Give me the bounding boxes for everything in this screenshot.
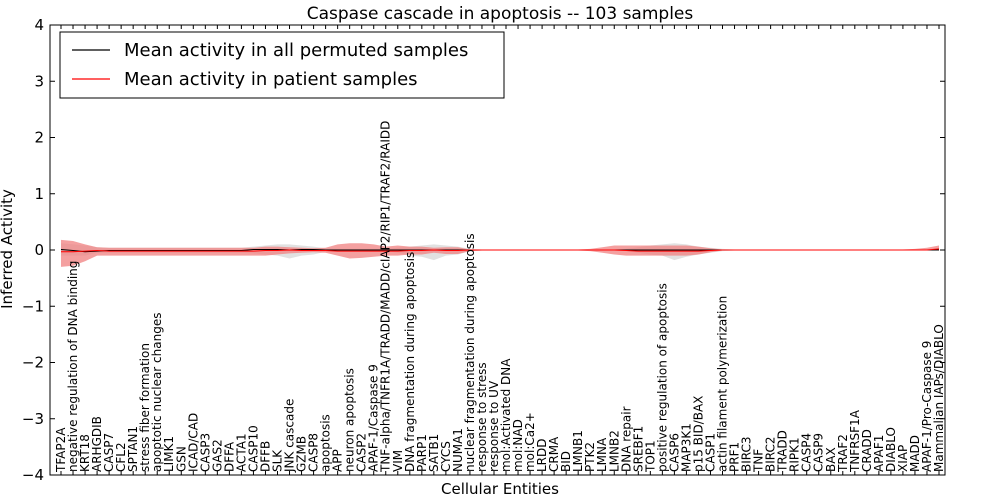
x-tick-label: GAS2 [210,439,224,472]
x-tick-label: negative regulation of DNA binding [66,261,80,472]
x-tick-label: response to stress [475,362,489,472]
x-tick-label: p15 BID/BAX [691,396,705,472]
legend-label-0: Mean activity in all permuted samples [124,40,468,61]
x-tick-label: KRT18 [78,434,92,472]
x-tick-label: GSN [174,446,188,472]
x-tick-label: LMNB1 [571,430,585,472]
x-tick-label: CASP6 [667,433,681,472]
x-tick-label: PARP1 [415,434,429,472]
x-tick-label: neuron apoptosis [343,368,357,472]
y-tick-label: −3 [22,410,44,428]
x-tick-label: nuclear fragmentation during apoptosis [463,233,477,472]
x-tick-label: APP [331,449,345,472]
x-tick-label: LMNA [595,437,609,472]
y-tick-label: −2 [22,354,44,372]
x-tick-label: CFL2 [114,442,128,472]
x-tick-label: ICAD/CAD [186,413,200,472]
x-tick-label: LMNB2 [607,430,621,472]
x-tick-label: CASP7 [102,433,116,472]
x-tick-label: SLK [270,449,284,472]
x-tick-label: XIAP [896,445,910,472]
y-tick-label: 0 [34,241,44,259]
x-tick-label: mol:NAD [511,419,525,472]
x-tick-label: DNA repair [619,406,633,472]
x-tick-label: mol:Activated DNA [499,358,513,472]
x-tick-label: JNK cascade [283,399,297,473]
x-tick-label: BAX [824,447,838,472]
x-tick-label: CASP3 [198,433,212,472]
x-tick-label: CASP9 [812,433,826,472]
x-tick-label: apoptotic nuclear changes [150,313,164,472]
x-tick-label: APAF-1/Pro-Caspase 9 [920,341,934,472]
x-tick-label: CASP4 [800,433,814,472]
x-tick-label: ARHGDIB [90,416,104,472]
x-tick-label: response to UV [487,380,501,472]
x-tick-label: LIMK1 [162,436,176,472]
x-tick-label: TNF-alpha/TNFR1A/TRADD/MADD/cIAP2/RIP1/T… [379,121,393,473]
x-tick-label: PTK2 [583,442,597,472]
x-tick-label: APAF1 [872,435,886,472]
series-1-band [61,239,939,267]
x-tick-label: SATB1 [427,434,441,472]
x-tick-label: LRDD [535,438,549,472]
x-tick-label: mol:Ca2+ [523,412,537,472]
y-tick-label: 4 [34,16,44,34]
x-tick-label: TRADD [776,430,790,473]
x-tick-label: positive regulation of apoptosis [655,283,669,472]
x-tick-label: PRF1 [728,442,742,472]
x-tick-label: APAF-1/Caspase 9 [367,364,381,472]
y-axis-label: Inferred Activity [0,189,16,309]
y-tick-label: 1 [34,185,44,203]
x-tick-label: GZMB [295,436,309,472]
chart-title: Caspase cascade in apoptosis -- 103 samp… [307,4,694,24]
x-tick-label: TRAF2 [836,434,850,473]
x-tick-label: actin filament polymerization [716,296,730,472]
x-tick-label: CRADD [860,429,874,472]
x-tick-label: DFFA [222,441,236,472]
y-tick-label: 3 [34,72,44,90]
x-tick-label: DFFB [258,441,272,472]
x-tick-label: BIRC2 [764,436,778,472]
x-tick-label: CASP1 [703,433,717,472]
x-tick-label: NUMA1 [451,428,465,472]
x-tick-label: TFAP2A [54,427,68,473]
x-tick-label: CRMA [547,436,561,472]
x-tick-label: SREBF1 [631,426,645,472]
x-tick-label: MAP3K1 [679,423,693,472]
x-tick-label: TNF [752,449,766,473]
y-tick-label: −1 [22,297,44,315]
x-tick-label: ACTA1 [234,433,248,472]
x-tick-label: stress fiber formation [138,343,152,472]
x-tick-label: Mammalian IAPs/DIABLO [932,324,946,472]
x-tick-label: CASP10 [246,425,260,472]
x-tick-label: BIRC3 [740,436,754,472]
x-tick-label: CYCS [439,441,453,472]
x-tick-label: DNA fragmentation during apoptosis [403,252,417,472]
x-tick-label: DIABLO [884,427,898,472]
y-tick-label: 2 [34,129,44,147]
series-1-line [61,248,940,253]
x-tick-label: CASP2 [355,433,369,472]
x-tick-label: CASP8 [307,433,321,472]
x-tick-label: TNFRSF1A [848,409,862,473]
x-tick-label: VIM [391,450,405,472]
legend-label-1: Mean activity in patient samples [124,69,418,90]
x-tick-label: TOP1 [643,440,657,473]
y-tick-label: −4 [22,466,44,484]
legend-box [59,31,505,99]
x-tick-label: MADD [908,435,922,472]
x-tick-label: RIPK1 [788,437,802,472]
x-tick-label: SPTAN1 [126,426,140,472]
x-tick-label: apoptosis [319,414,333,472]
x-tick-label: BID [559,451,573,472]
x-axis-label: Cellular Entities [441,480,559,498]
